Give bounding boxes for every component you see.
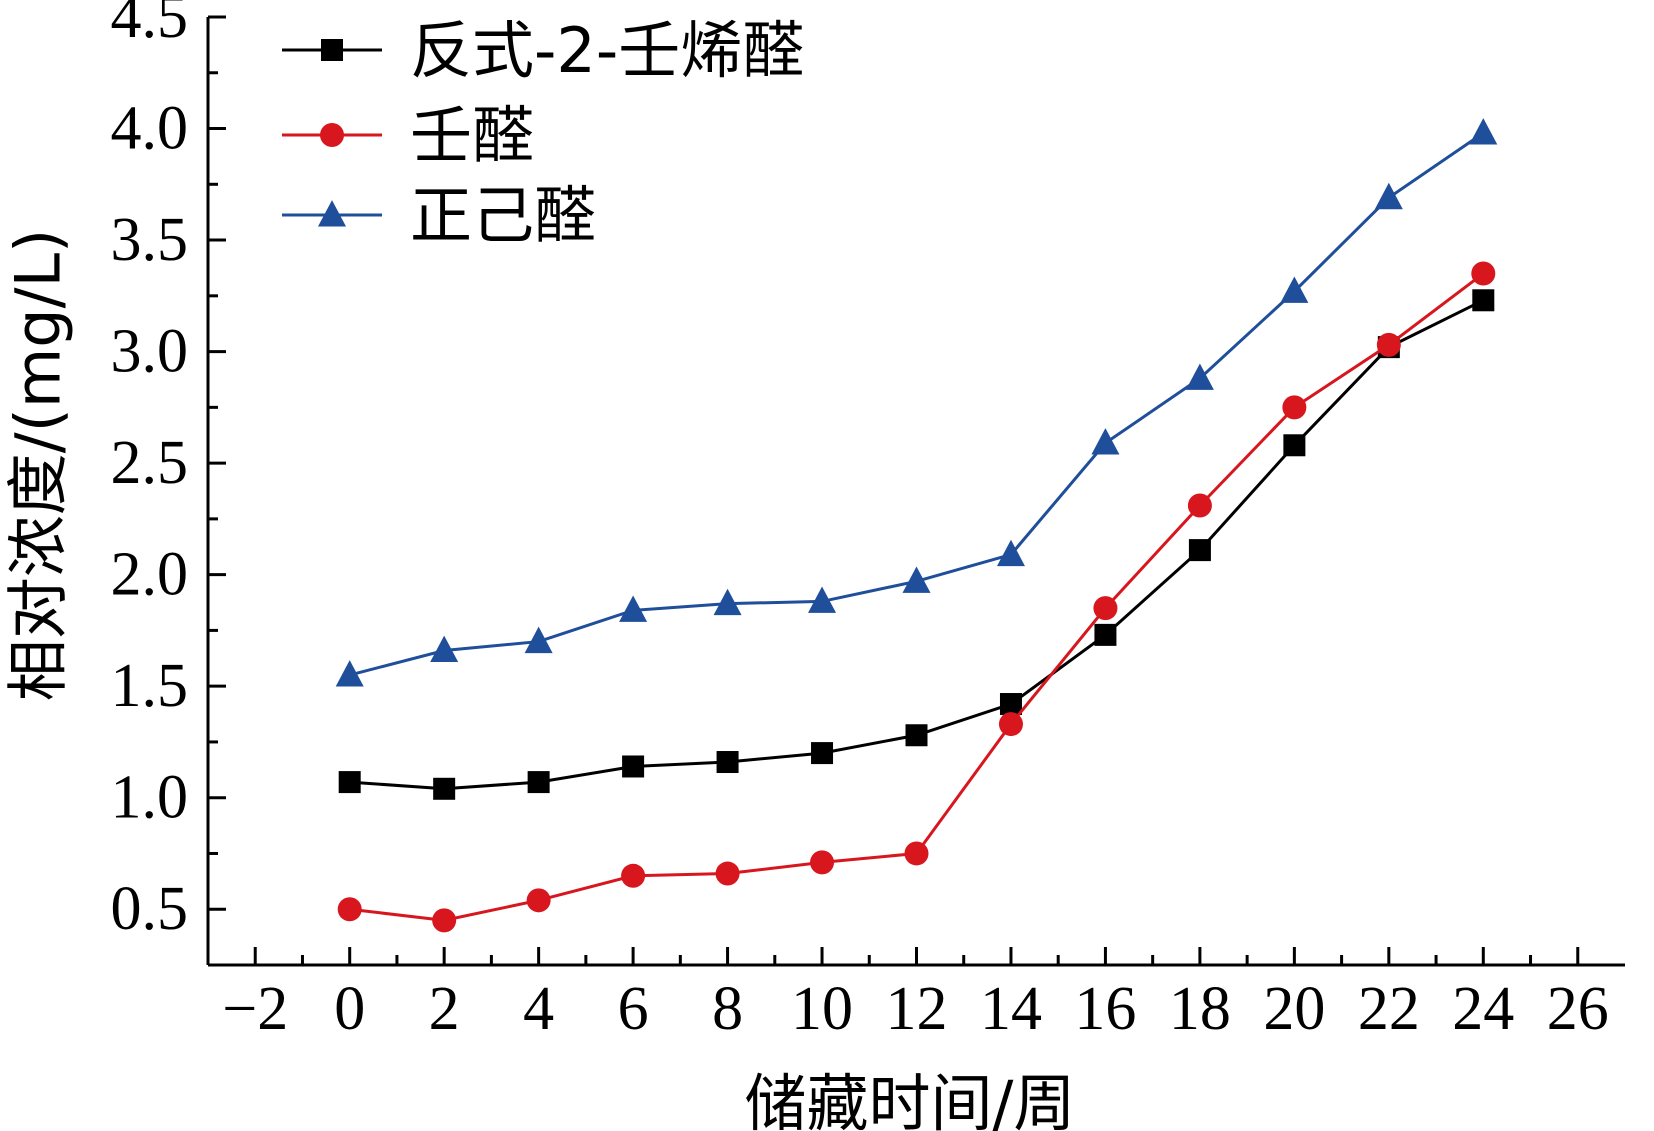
series-2 — [337, 261, 1496, 933]
x-tick-label: 10 — [791, 975, 853, 1043]
data-point — [1280, 276, 1309, 303]
x-tick-label: 24 — [1452, 975, 1514, 1043]
data-point — [905, 724, 928, 747]
data-point — [1376, 332, 1401, 357]
x-tick-label: −2 — [222, 975, 288, 1043]
data-point — [337, 897, 362, 922]
legend-label: 正己醛 — [410, 179, 596, 252]
y-tick-label: 2.5 — [111, 429, 189, 497]
legend-label: 反式-2-壬烯醛 — [410, 14, 804, 87]
data-point — [1093, 596, 1118, 621]
legend-label: 壬醛 — [410, 99, 534, 172]
series-layer — [335, 118, 1498, 933]
data-point — [430, 635, 459, 663]
data-point — [902, 566, 931, 593]
x-ticks: −2 0 2 4 6 8 10 12 14 16 18 20 22 24 26 — [206, 947, 1609, 1043]
data-point — [338, 771, 361, 794]
data-point — [998, 712, 1023, 737]
legend-marker — [320, 123, 344, 147]
series-line — [349, 272, 1485, 922]
y-tick-label: 4.0 — [111, 95, 189, 163]
x-tick-label: 6 — [618, 975, 649, 1043]
legend-marker — [318, 200, 346, 227]
y-axis-title: 相对浓度/(mg/L) — [2, 229, 75, 701]
data-point — [433, 777, 456, 800]
data-point — [622, 755, 645, 778]
legend-item: 壬醛 — [282, 99, 534, 172]
y-tick-label: 4.5 — [111, 0, 189, 51]
data-point — [996, 539, 1025, 567]
data-point — [713, 588, 742, 616]
data-point — [1283, 434, 1306, 457]
legend-marker — [321, 39, 343, 61]
x-tick-label: 8 — [712, 975, 743, 1043]
x-tick-label: 12 — [886, 975, 948, 1043]
data-point — [811, 742, 834, 765]
x-tick-label: 0 — [334, 975, 365, 1043]
x-axis-title: 储藏时间/周 — [745, 1067, 1076, 1131]
data-point — [432, 908, 457, 933]
data-point — [1374, 182, 1403, 210]
data-point — [1091, 428, 1120, 455]
data-point — [1471, 261, 1496, 286]
data-point — [1188, 539, 1211, 562]
series-1 — [338, 289, 1495, 800]
y-tick-label: 1.0 — [111, 764, 189, 832]
y-tick-label: 0.5 — [111, 875, 189, 943]
y-tick-label: 2.0 — [111, 541, 189, 609]
data-point — [1469, 118, 1498, 145]
data-point — [621, 863, 646, 888]
legend-item: 正己醛 — [282, 179, 596, 252]
data-point — [526, 888, 551, 913]
data-point — [1185, 363, 1214, 390]
x-tick-label: 2 — [429, 975, 460, 1043]
data-point — [619, 595, 648, 622]
legend-item: 反式-2-壬烯醛 — [282, 14, 804, 87]
x-tick-label: 22 — [1358, 975, 1420, 1043]
series-3 — [335, 118, 1498, 687]
data-point — [715, 861, 740, 886]
series-line — [349, 298, 1484, 791]
data-point — [999, 693, 1022, 716]
x-tick-label: 16 — [1074, 975, 1136, 1043]
data-point — [904, 841, 929, 866]
data-point — [1187, 493, 1212, 518]
x-tick-label: 4 — [523, 975, 554, 1043]
x-tick-label: 20 — [1263, 975, 1325, 1043]
x-tick-label: 26 — [1547, 975, 1609, 1043]
data-point — [524, 626, 553, 654]
data-point — [335, 660, 364, 687]
y-ticks: 0.5 1.0 1.5 2.0 2.5 3.0 3.5 4.0 4.5 — [111, 0, 226, 967]
data-point — [716, 751, 739, 774]
data-point — [810, 850, 835, 875]
data-point — [1094, 623, 1117, 646]
data-point — [1472, 289, 1495, 312]
x-tick-label: 14 — [980, 975, 1042, 1043]
data-point — [1282, 395, 1307, 420]
x-tick-label: 18 — [1169, 975, 1231, 1043]
y-tick-label: 3.5 — [111, 206, 189, 274]
y-tick-label: 3.0 — [111, 318, 189, 386]
data-point — [527, 771, 550, 794]
data-point — [808, 586, 837, 613]
y-tick-label: 1.5 — [111, 652, 189, 720]
